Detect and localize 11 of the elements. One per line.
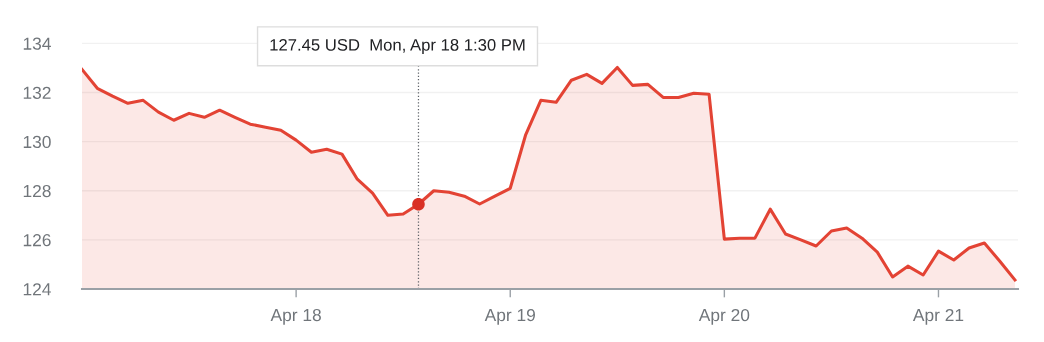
y-tick-label: 134 <box>23 37 51 50</box>
x-tick-label: Apr 19 <box>484 308 535 325</box>
y-tick-label: 130 <box>23 135 51 149</box>
y-tick-label: 124 <box>23 283 51 296</box>
x-tick-label: Apr 21 <box>912 308 964 325</box>
y-tick-label: 132 <box>23 86 51 99</box>
x-tick-label: Apr 20 <box>698 308 750 325</box>
x-tick-label: Apr 18 <box>270 308 321 325</box>
y-tick-label: 128 <box>23 184 51 198</box>
annotation: 127.45 USD Mon, Apr 18 1:30 PM <box>270 38 525 55</box>
y-tick-label: 126 <box>23 234 51 247</box>
